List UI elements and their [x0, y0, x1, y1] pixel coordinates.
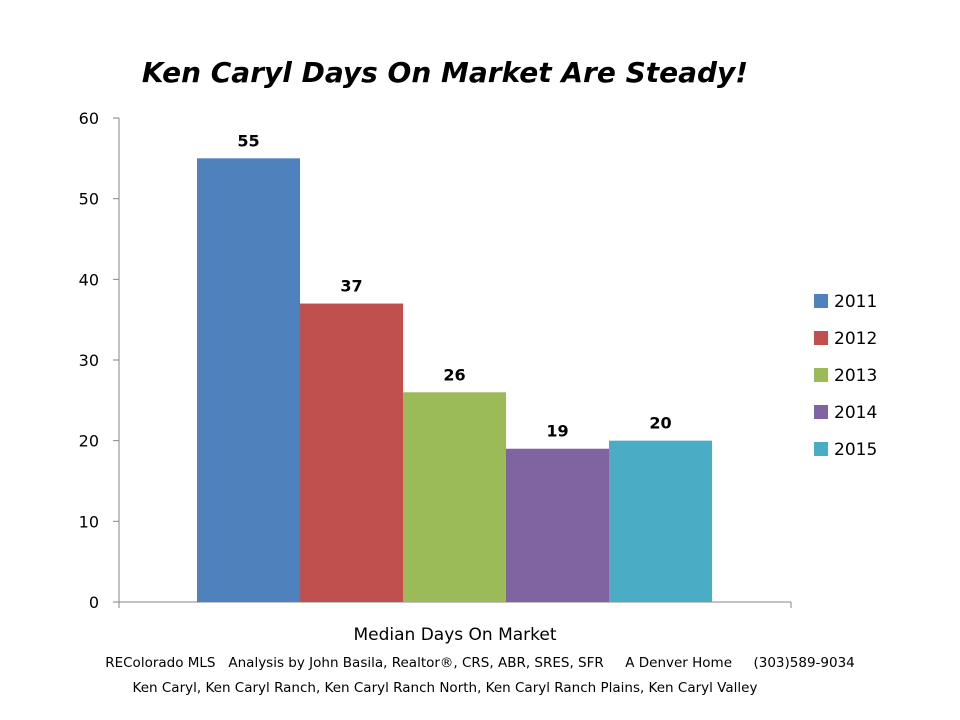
data-label-2015: 20	[649, 414, 671, 433]
y-tick-label: 50	[79, 190, 99, 209]
data-label-2014: 19	[546, 422, 568, 441]
legend-label-2011: 2011	[834, 292, 877, 312]
data-label-2011: 55	[237, 131, 259, 150]
y-tick-label: 60	[79, 109, 99, 128]
bar-2015	[609, 440, 712, 602]
y-tick-label: 10	[79, 512, 99, 531]
legend-label-2014: 2014	[834, 403, 877, 423]
legend-label-2012: 2012	[834, 329, 877, 349]
legend-label-2015: 2015	[834, 440, 877, 460]
data-label-2012: 37	[340, 277, 362, 296]
legend-label-2013: 2013	[834, 366, 877, 386]
legend-swatch-2012	[814, 331, 828, 345]
y-tick-label: 0	[89, 593, 99, 612]
bar-2012	[300, 303, 403, 602]
chart-title: Ken Caryl Days On Market Are Steady!	[141, 56, 749, 89]
legend-swatch-2014	[814, 405, 828, 419]
legend-swatch-2011	[814, 294, 828, 308]
data-label-2013: 26	[443, 365, 465, 384]
y-tick-label: 30	[79, 351, 99, 370]
footer-source-line: REColorado MLS Analysis by John Basila, …	[105, 655, 855, 671]
x-category-label: Median Days On Market	[353, 625, 556, 645]
legend-swatch-2013	[814, 368, 828, 382]
bar-2011	[197, 158, 300, 603]
bar-2013	[403, 392, 506, 602]
footer-areas-line: Ken Caryl, Ken Caryl Ranch, Ken Caryl Ra…	[132, 680, 758, 696]
y-tick-label: 40	[79, 270, 99, 289]
legend-swatch-2015	[814, 442, 828, 456]
y-tick-label: 20	[79, 432, 99, 451]
bar-2014	[506, 448, 609, 602]
